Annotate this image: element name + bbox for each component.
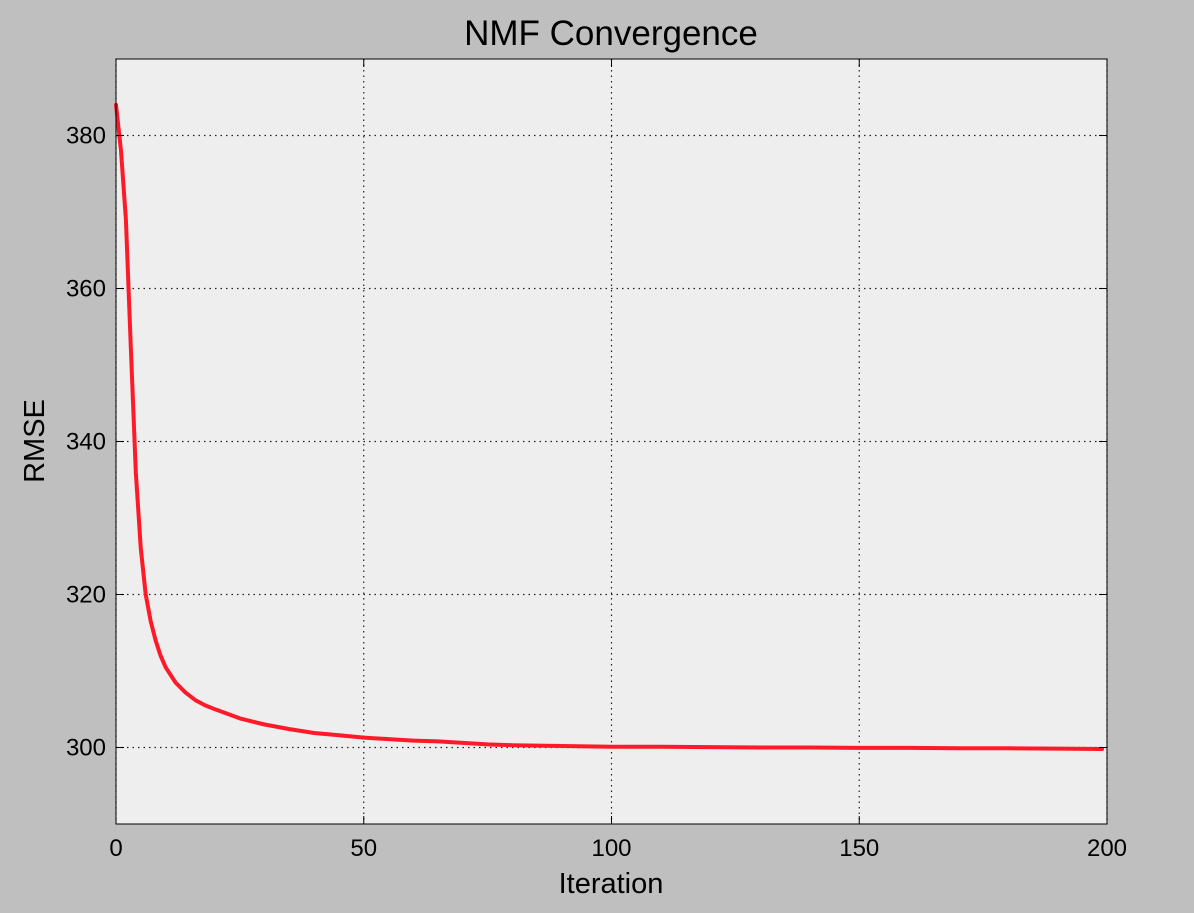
x-axis-label: Iteration — [559, 868, 664, 900]
series-line — [114, 102, 1104, 751]
y-axis-label: RMSE — [19, 399, 51, 483]
y-tick-label: 320 — [66, 582, 106, 609]
x-tick-label: 200 — [1087, 835, 1127, 862]
y-tick-label: 360 — [66, 276, 106, 303]
chart-title: NMF Convergence — [464, 14, 758, 53]
y-tick-label: 340 — [66, 429, 106, 456]
x-tick-label: 150 — [839, 835, 879, 862]
x-tick-label: 100 — [591, 835, 631, 862]
x-tick-label: 50 — [350, 835, 377, 862]
tick-labels: 0 50 100 150 200 300 320 340 360 380 — [66, 123, 1127, 863]
x-tick-label: 0 — [109, 835, 122, 862]
y-tick-label: 300 — [66, 735, 106, 762]
y-tick-label: 380 — [66, 123, 106, 150]
tick-marks — [115, 59, 1108, 824]
series-layer — [114, 102, 1104, 751]
